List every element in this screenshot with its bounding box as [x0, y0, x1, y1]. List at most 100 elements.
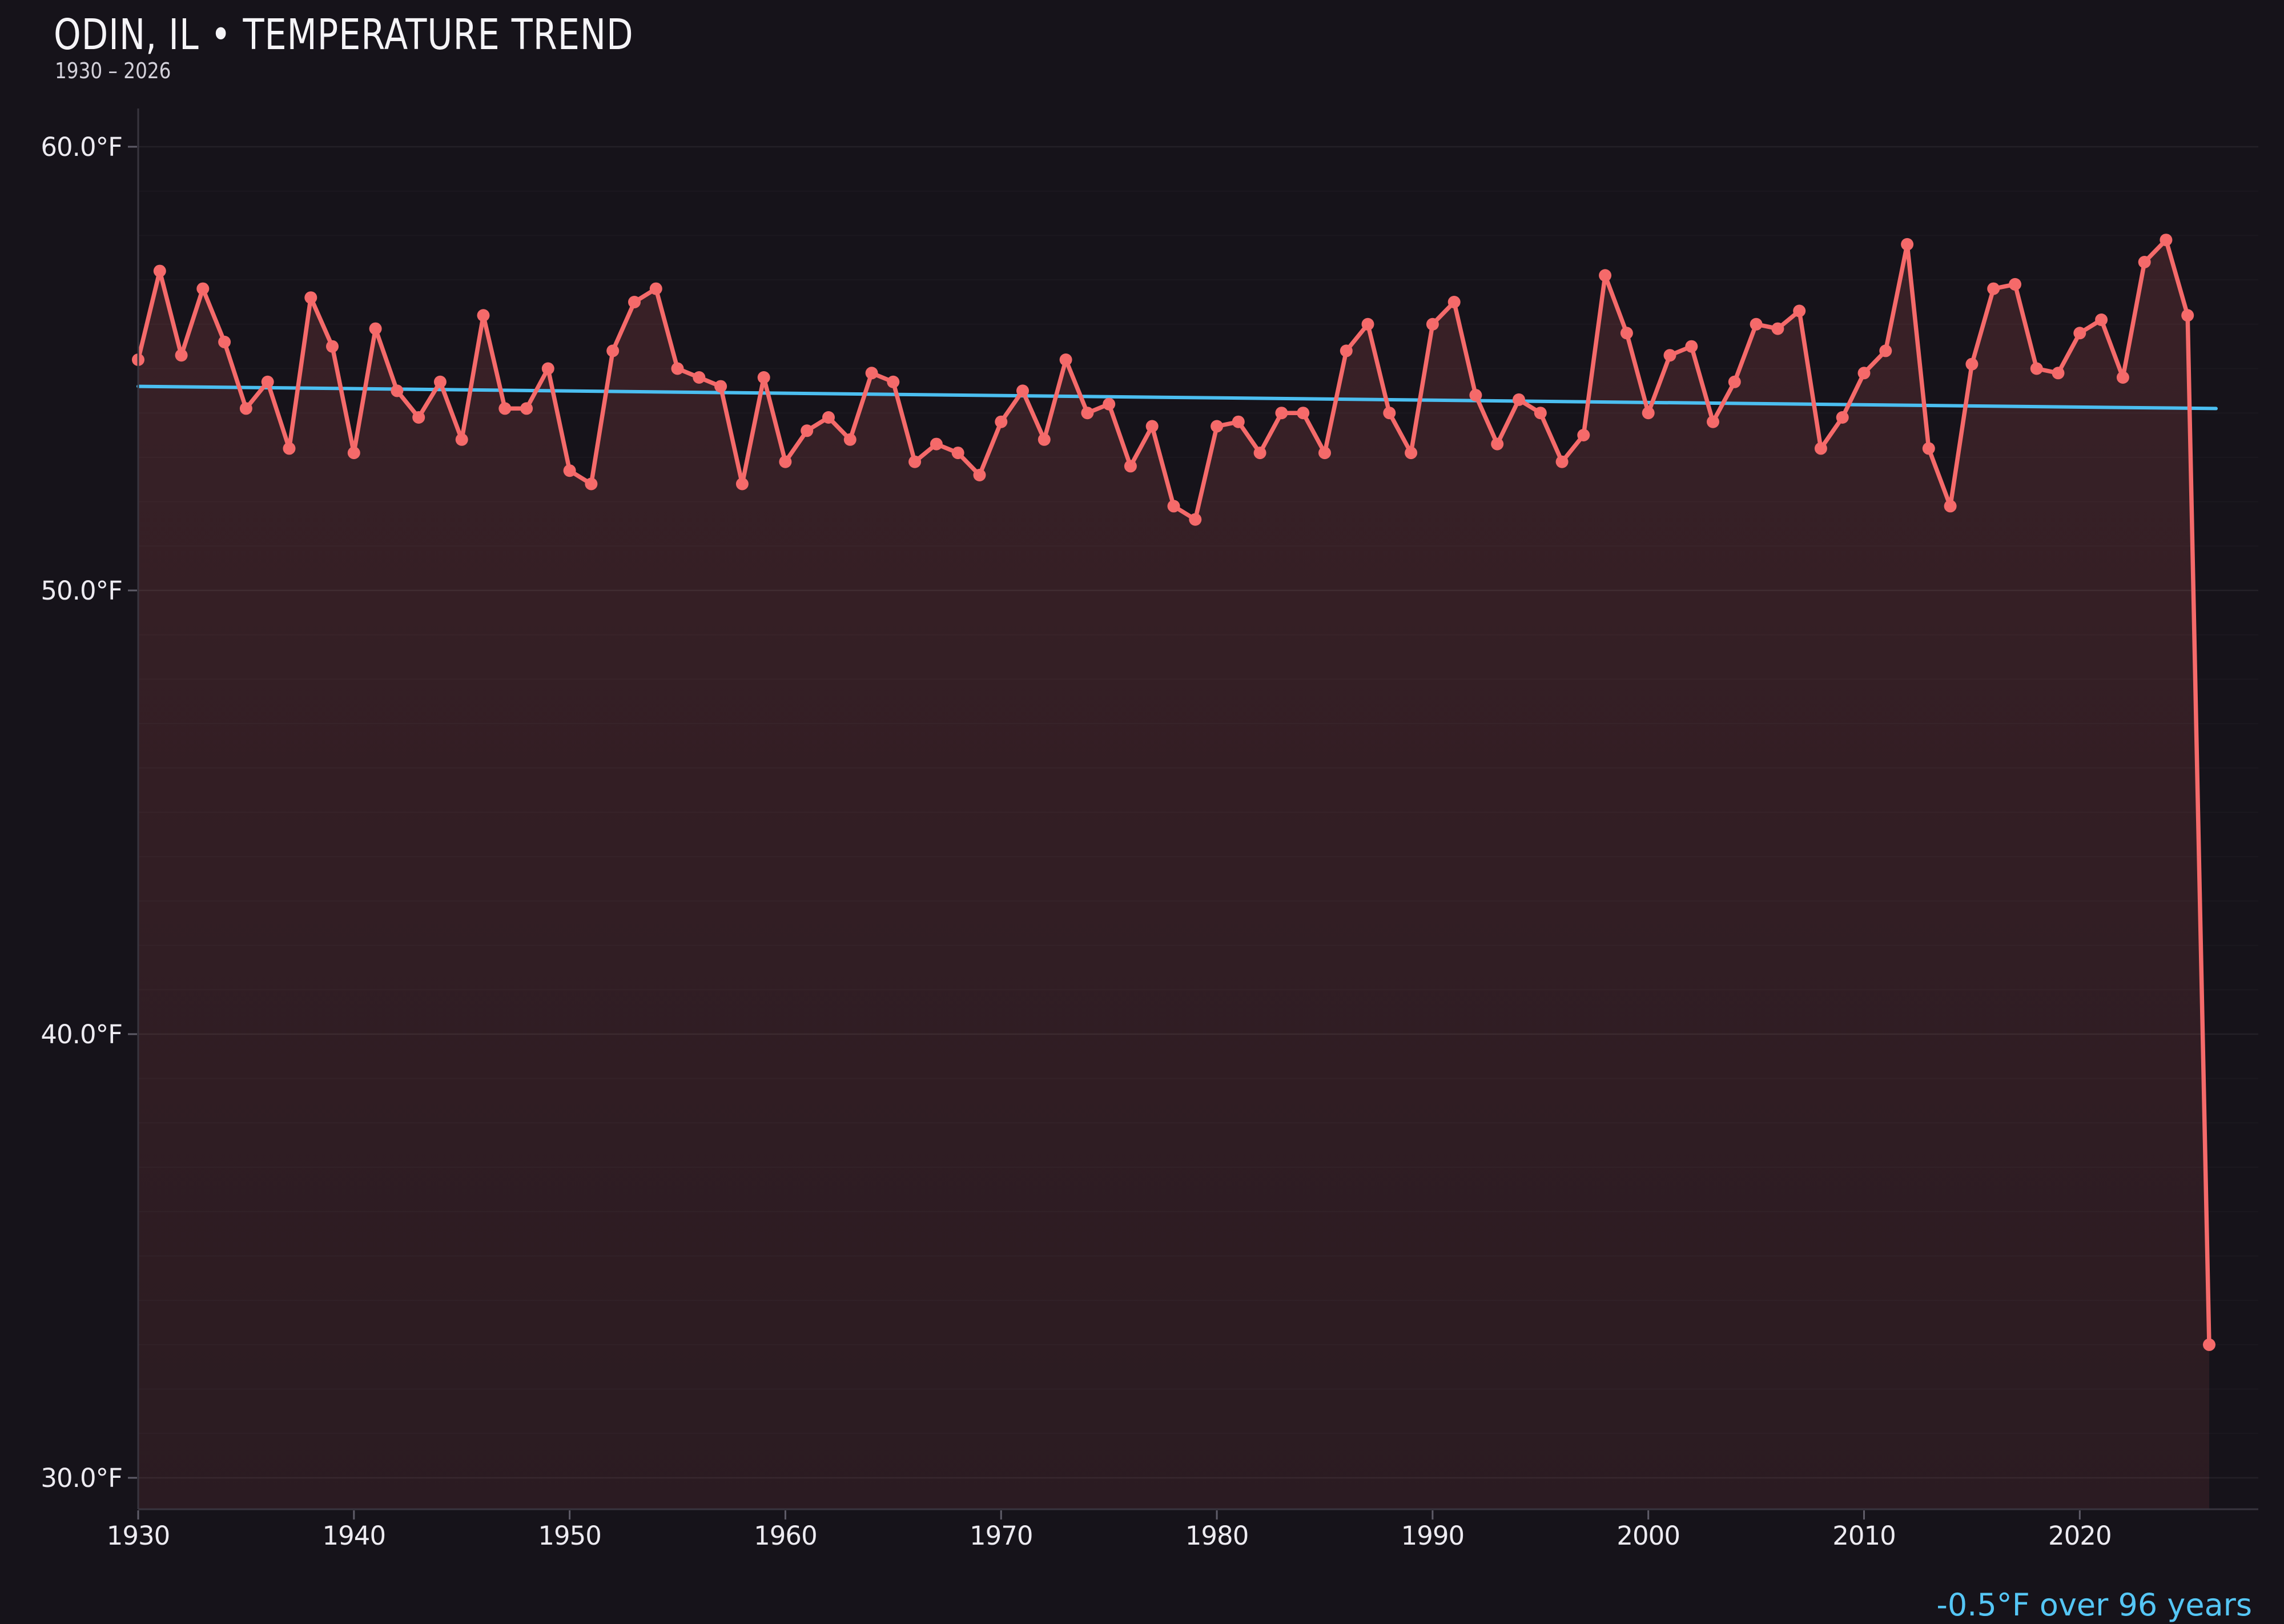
- data-point: [498, 402, 512, 415]
- data-point: [606, 344, 620, 357]
- data-point: [1211, 420, 1224, 433]
- data-point: [2181, 309, 2194, 322]
- data-point: [153, 264, 166, 278]
- data-point: [1447, 296, 1461, 308]
- data-point: [477, 309, 490, 322]
- data-point: [1965, 357, 1979, 371]
- data-point: [1405, 447, 1418, 460]
- data-point: [1814, 442, 1827, 455]
- data-point: [843, 433, 856, 446]
- data-point: [822, 411, 835, 424]
- data-point: [2160, 234, 2173, 247]
- data-point: [1340, 344, 1353, 357]
- data-point: [2138, 256, 2151, 268]
- x-axis-label: 1960: [754, 1521, 817, 1551]
- data-point: [391, 384, 404, 397]
- y-axis-label: 30.0°F: [41, 1463, 122, 1493]
- data-point: [1534, 407, 1547, 420]
- tick-marks: [128, 146, 2081, 1520]
- data-point: [304, 291, 317, 304]
- x-axis-label: 1950: [538, 1521, 601, 1551]
- y-axis-label: 50.0°F: [41, 576, 122, 606]
- data-point: [1879, 344, 1892, 357]
- data-point: [2009, 278, 2021, 291]
- data-point: [735, 477, 749, 491]
- data-point: [887, 375, 900, 388]
- trend-line: [136, 384, 2218, 411]
- data-point: [671, 362, 684, 375]
- data-point: [908, 455, 922, 468]
- data-point: [283, 442, 296, 455]
- data-point: [347, 447, 360, 460]
- data-point: [628, 296, 641, 308]
- data-point: [239, 402, 252, 415]
- data-point: [1513, 393, 1525, 406]
- data-point: [1426, 317, 1439, 331]
- data-point: [649, 282, 662, 295]
- data-point: [1383, 407, 1396, 420]
- data-point: [1555, 455, 1569, 468]
- data-point: [433, 375, 447, 388]
- data-point: [1297, 407, 1310, 420]
- data-point: [196, 282, 210, 295]
- y-axis-label: 40.0°F: [41, 1019, 122, 1050]
- major-gridlines: [138, 146, 2258, 1479]
- data-point: [1836, 411, 1849, 424]
- data-point: [951, 447, 964, 460]
- data-point: [1318, 447, 1331, 460]
- data-point: [261, 375, 274, 388]
- data-point: [218, 335, 231, 348]
- data-point: [1728, 375, 1741, 388]
- page-subtitle: 1930 – 2026: [55, 58, 171, 83]
- data-point: [1901, 238, 1914, 251]
- y-axis-label: 60.0°F: [41, 132, 122, 162]
- x-axis-label: 1970: [970, 1521, 1033, 1551]
- data-point: [1793, 304, 1806, 317]
- data-point: [1750, 317, 1763, 331]
- data-point: [1577, 429, 1590, 441]
- data-point: [1232, 415, 1245, 428]
- data-points: [132, 234, 2215, 1351]
- data-point: [714, 380, 727, 393]
- data-point: [1987, 282, 2000, 295]
- data-point: [455, 433, 468, 446]
- x-axis-label: 1930: [107, 1521, 170, 1551]
- data-point: [175, 349, 188, 362]
- data-point: [2116, 371, 2129, 384]
- x-axis-label: 1990: [1401, 1521, 1465, 1551]
- data-point: [1253, 447, 1266, 460]
- data-point: [1469, 389, 1482, 402]
- data-point: [541, 362, 554, 375]
- data-point: [1620, 327, 1633, 340]
- x-axis-label: 2020: [2048, 1521, 2112, 1551]
- data-point: [1685, 340, 1698, 353]
- data-point: [2095, 313, 2108, 326]
- data-point: [1361, 317, 1374, 331]
- temperature-area-fill: [138, 240, 2209, 1510]
- page-title: ODIN, IL • TEMPERATURE TREND: [54, 10, 634, 59]
- data-point: [326, 340, 339, 353]
- data-point: [1124, 460, 1137, 473]
- data-point: [1167, 500, 1180, 513]
- data-point: [2203, 1338, 2215, 1351]
- data-point: [1275, 407, 1288, 420]
- data-point: [412, 411, 425, 424]
- data-point: [2052, 367, 2065, 380]
- data-point: [693, 371, 706, 384]
- x-axis-label: 2010: [1832, 1521, 1896, 1551]
- data-point: [779, 455, 792, 468]
- data-point: [1081, 407, 1094, 420]
- x-axis-label: 1940: [323, 1521, 386, 1551]
- data-point: [1857, 367, 1871, 380]
- data-point: [1642, 407, 1655, 420]
- data-point: [1059, 353, 1072, 366]
- data-point: [995, 415, 1008, 428]
- data-point: [1016, 384, 1029, 397]
- data-point: [563, 464, 576, 477]
- data-point: [1663, 349, 1676, 362]
- data-point: [801, 424, 814, 437]
- data-point: [1707, 415, 1719, 428]
- x-axis-label: 2000: [1617, 1521, 1680, 1551]
